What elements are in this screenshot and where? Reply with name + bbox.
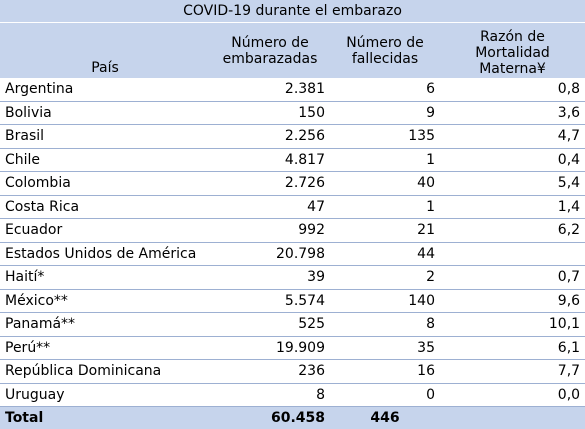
- cell-deaths: 2: [330, 266, 440, 290]
- cell-pregnant: 2.381: [210, 78, 330, 101]
- cell-deaths: 8: [330, 313, 440, 337]
- cell-pregnant: 5.574: [210, 289, 330, 313]
- cell-ratio: 1,4: [440, 195, 585, 219]
- cell-deaths: 140: [330, 289, 440, 313]
- cell-pregnant: 150: [210, 101, 330, 125]
- cell-deaths: 40: [330, 172, 440, 196]
- table-row: Haití* 39 2 0,7: [0, 266, 585, 290]
- total-pregnant: 60.458: [210, 407, 330, 429]
- table-row: Costa Rica 47 1 1,4: [0, 195, 585, 219]
- table-row: República Dominicana 236 16 7,7: [0, 360, 585, 384]
- table-row: Panamá** 525 8 10,1: [0, 313, 585, 337]
- cell-deaths: 16: [330, 360, 440, 384]
- table-row: Brasil 2.256 135 4,7: [0, 125, 585, 149]
- header-country: País: [0, 23, 210, 79]
- cell-ratio: 0,8: [440, 78, 585, 101]
- cell-deaths: 35: [330, 336, 440, 360]
- cell-deaths: 21: [330, 219, 440, 243]
- cell-pregnant: 20.798: [210, 242, 330, 266]
- cell-ratio: 6,2: [440, 219, 585, 243]
- table-row: Uruguay 8 0 0,0: [0, 383, 585, 407]
- total-row: Total 60.458 446: [0, 407, 585, 429]
- table-row: Ecuador 992 21 6,2: [0, 219, 585, 243]
- cell-deaths: 44: [330, 242, 440, 266]
- total-label: Total: [0, 407, 210, 429]
- cell-ratio: 9,6: [440, 289, 585, 313]
- cell-country: Perú**: [0, 336, 210, 360]
- cell-country: Bolivia: [0, 101, 210, 125]
- cell-ratio: 6,1: [440, 336, 585, 360]
- table-title-row: COVID-19 durante el embarazo: [0, 0, 585, 23]
- cell-pregnant: 992: [210, 219, 330, 243]
- cell-ratio: 0,0: [440, 383, 585, 407]
- table-row: Argentina 2.381 6 0,8: [0, 78, 585, 101]
- cell-pregnant: 525: [210, 313, 330, 337]
- header-ratio: Razón de Mortalidad Materna¥: [440, 23, 585, 79]
- cell-country: Brasil: [0, 125, 210, 149]
- cell-pregnant: 236: [210, 360, 330, 384]
- cell-ratio: 3,6: [440, 101, 585, 125]
- table-row: Chile 4.817 1 0,4: [0, 148, 585, 172]
- total-deaths: 446: [330, 407, 440, 429]
- cell-ratio: 7,7: [440, 360, 585, 384]
- cell-pregnant: 19.909: [210, 336, 330, 360]
- cell-deaths: 0: [330, 383, 440, 407]
- cell-country: Uruguay: [0, 383, 210, 407]
- cell-ratio: 10,1: [440, 313, 585, 337]
- cell-country: Estados Unidos de América: [0, 242, 210, 266]
- cell-deaths: 1: [330, 148, 440, 172]
- cell-country: México**: [0, 289, 210, 313]
- cell-pregnant: 8: [210, 383, 330, 407]
- cell-deaths: 1: [330, 195, 440, 219]
- cell-country: República Dominicana: [0, 360, 210, 384]
- header-pregnant: Número de embarazadas: [210, 23, 330, 79]
- cell-pregnant: 4.817: [210, 148, 330, 172]
- cell-country: Chile: [0, 148, 210, 172]
- cell-pregnant: 2.256: [210, 125, 330, 149]
- cell-deaths: 6: [330, 78, 440, 101]
- cell-country: Costa Rica: [0, 195, 210, 219]
- header-deaths: Número de fallecidas: [330, 23, 440, 79]
- cell-ratio: 0,7: [440, 266, 585, 290]
- total-ratio-empty: [440, 407, 585, 429]
- cell-ratio: 4,7: [440, 125, 585, 149]
- cell-ratio: 5,4: [440, 172, 585, 196]
- table-row: Colombia 2.726 40 5,4: [0, 172, 585, 196]
- cell-country: Colombia: [0, 172, 210, 196]
- table-row: Bolivia 150 9 3,6: [0, 101, 585, 125]
- cell-ratio: 0,4: [440, 148, 585, 172]
- cell-pregnant: 47: [210, 195, 330, 219]
- table-header-row: País Número de embarazadas Número de fal…: [0, 23, 585, 79]
- cell-country: Haití*: [0, 266, 210, 290]
- cell-deaths: 135: [330, 125, 440, 149]
- cell-deaths: 9: [330, 101, 440, 125]
- cell-country: Panamá**: [0, 313, 210, 337]
- cell-country: Ecuador: [0, 219, 210, 243]
- table-row: México** 5.574 140 9,6: [0, 289, 585, 313]
- cell-ratio: [440, 242, 585, 266]
- table-title: COVID-19 durante el embarazo: [0, 0, 585, 23]
- cell-country: Argentina: [0, 78, 210, 101]
- table-row: Estados Unidos de América 20.798 44: [0, 242, 585, 266]
- cell-pregnant: 39: [210, 266, 330, 290]
- cell-pregnant: 2.726: [210, 172, 330, 196]
- table-row: Perú** 19.909 35 6,1: [0, 336, 585, 360]
